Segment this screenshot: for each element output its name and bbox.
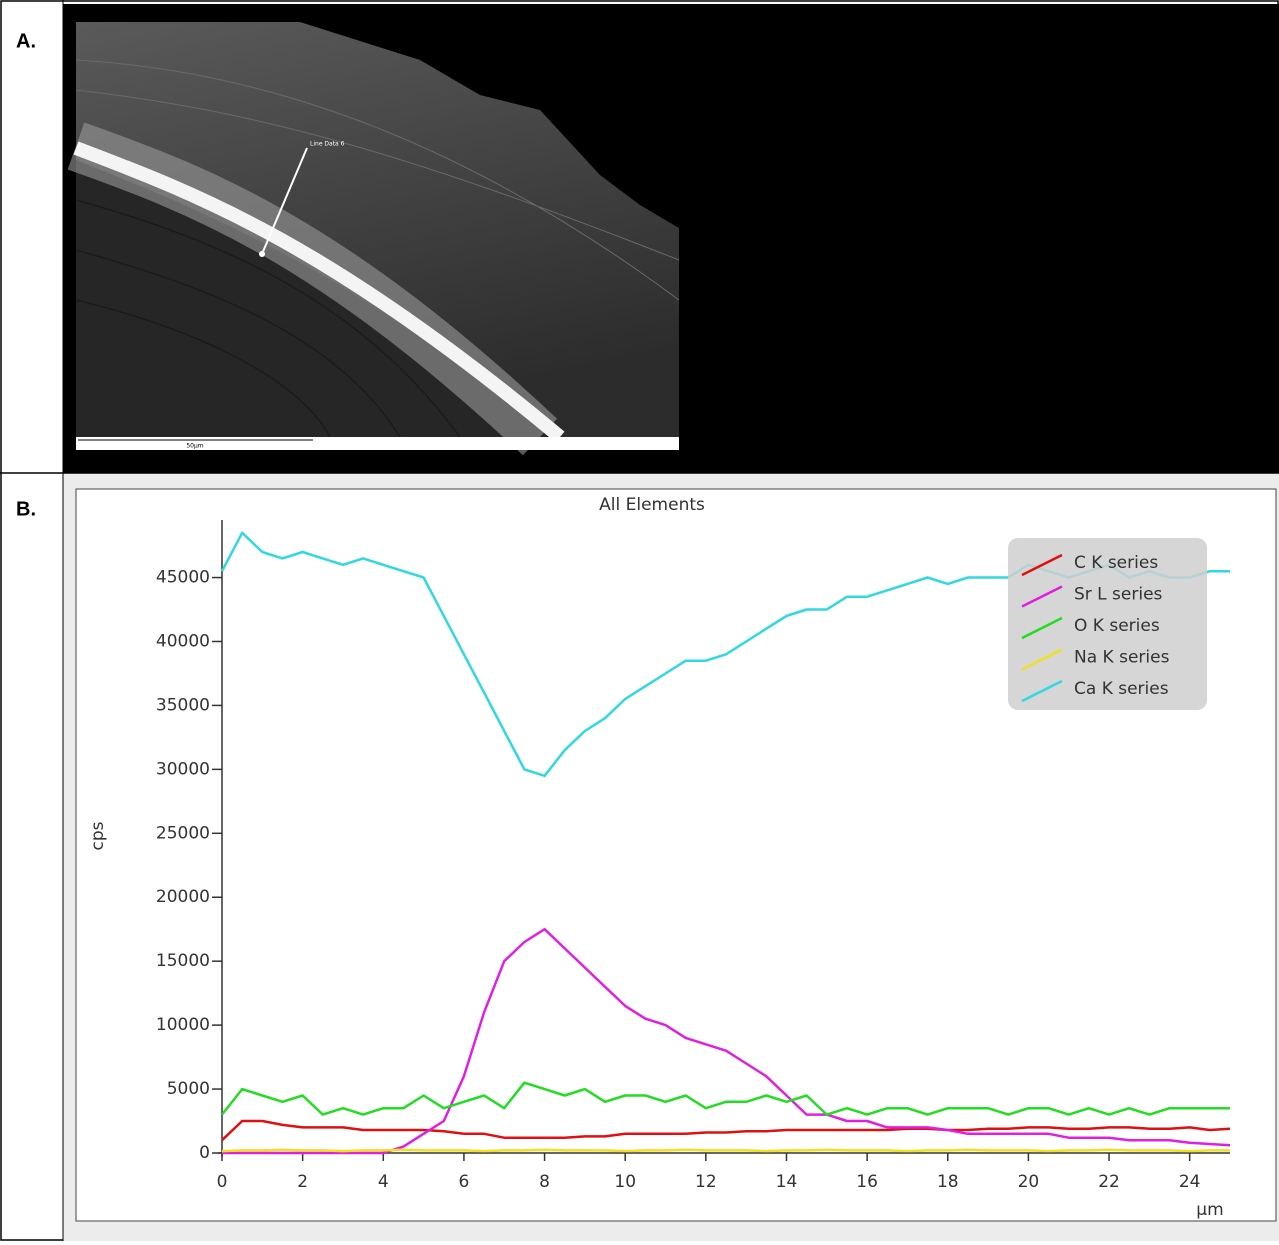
x-tick-label: 12 [695, 1172, 717, 1192]
panel-label: A. [16, 30, 36, 52]
legend-swatch [1021, 585, 1063, 608]
y-tick-label: 40000 [156, 631, 210, 651]
x-tick-label: 18 [937, 1172, 959, 1192]
x-axis-label: µm [1196, 1200, 1223, 1220]
legend-label: O K series [1074, 616, 1160, 636]
legend-swatch [1021, 648, 1063, 671]
y-tick-label: 35000 [156, 695, 210, 715]
series-line [221, 1148, 1230, 1153]
x-tick-label: 20 [1018, 1172, 1040, 1192]
series-line [221, 1119, 1231, 1142]
x-tick-label: 8 [539, 1172, 550, 1192]
y-tick-label: 0 [199, 1143, 210, 1163]
legend-label: Na K series [1074, 648, 1170, 668]
x-tick-label: 22 [1098, 1172, 1120, 1192]
x-tick-label: 24 [1179, 1172, 1201, 1192]
legend-label: Ca K series [1074, 679, 1169, 699]
x-tick-label: 2 [297, 1172, 308, 1192]
x-tick-label: 10 [614, 1172, 636, 1192]
y-tick-label: 30000 [156, 759, 210, 779]
legend-box [1008, 538, 1207, 710]
x-tick-label: 14 [776, 1172, 798, 1192]
legend-label: Sr L series [1074, 585, 1163, 605]
x-tick-label: 6 [459, 1172, 470, 1192]
y-tick-label: 5000 [167, 1079, 210, 1099]
x-tick-label: 16 [856, 1172, 878, 1192]
annotation: Line Data 6 [310, 141, 345, 148]
x-tick-label: 0 [217, 1172, 228, 1192]
series-line [221, 1081, 1230, 1116]
legend-swatch [1021, 553, 1063, 577]
y-tick-label: 45000 [156, 568, 210, 588]
y-tick-label: 15000 [156, 951, 210, 971]
y-tick-label: 25000 [156, 823, 210, 843]
panel-label: B. [16, 498, 36, 520]
sem-image [67, 22, 680, 456]
legend-label: C K series [1074, 553, 1158, 573]
chart-title: All Elements [599, 495, 705, 515]
y-tick-label: 10000 [156, 1015, 210, 1035]
y-tick-label: 20000 [156, 887, 210, 907]
legend-swatch [1021, 616, 1063, 640]
legend-swatch [1021, 679, 1063, 703]
x-tick-label: 4 [378, 1172, 389, 1192]
y-axis-label: cps [88, 821, 108, 850]
scale-bar-label: 50µm [186, 443, 203, 450]
